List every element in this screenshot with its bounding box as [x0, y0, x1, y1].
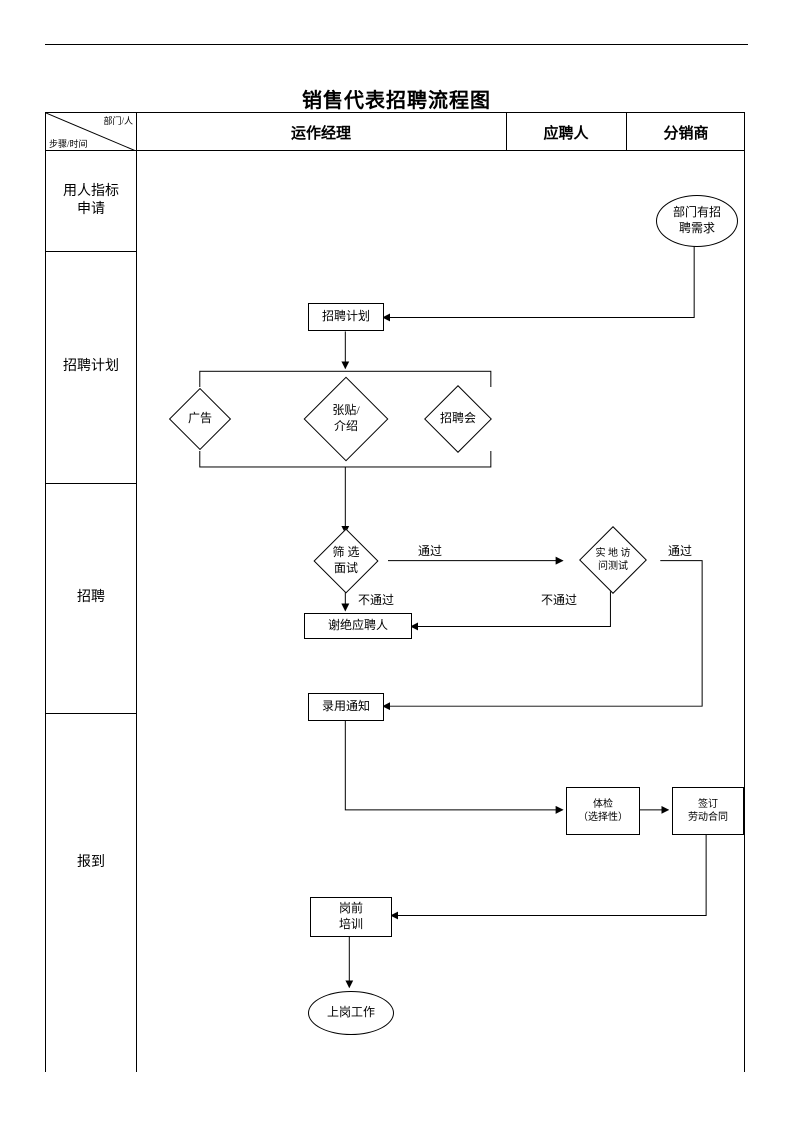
label-fail1: 不通过 — [358, 591, 394, 608]
header-row: 部门/人 步骤/时间 运作经理 应聘人 分销商 — [46, 113, 744, 151]
header-col2: 应聘人 — [506, 113, 626, 151]
node-post: 张贴/介绍 — [298, 375, 394, 463]
header-diagonal: 部门/人 步骤/时间 — [46, 113, 136, 151]
label-pass2: 通过 — [668, 542, 692, 559]
label-pass1: 通过 — [418, 542, 442, 559]
top-rule — [45, 44, 748, 45]
label-fail2: 不通过 — [541, 591, 577, 608]
diag-top-label: 部门/人 — [103, 114, 133, 127]
row-label-4: 报到 — [46, 713, 136, 1013]
swimlane-grid: 部门/人 步骤/时间 运作经理 应聘人 分销商 用人指标申请 招聘计划 招聘 报… — [45, 112, 745, 1072]
page-title: 销售代表招聘流程图 — [45, 84, 748, 113]
flow-canvas: 部门有招聘需求 招聘计划 广告 张贴/介绍 招聘会 筛 选面试 实 地 — [136, 151, 744, 1072]
node-contract: 签订劳动合同 — [672, 787, 744, 835]
node-need: 部门有招聘需求 — [656, 195, 738, 247]
row-label-3: 招聘 — [46, 483, 136, 713]
node-offer: 录用通知 — [308, 693, 384, 721]
node-training: 岗前培训 — [310, 897, 392, 937]
row-label-2: 招聘计划 — [46, 251, 136, 483]
node-fair: 招聘会 — [414, 387, 502, 451]
header-col1: 运作经理 — [136, 113, 506, 151]
node-screen: 筛 选面试 — [304, 531, 388, 591]
node-ad: 广告 — [166, 387, 234, 451]
header-col3: 分销商 — [626, 113, 746, 151]
diag-bottom-label: 步骤/时间 — [49, 137, 88, 150]
row-label-1: 用人指标申请 — [46, 151, 136, 251]
arrows-layer — [136, 151, 744, 1072]
node-reject: 谢绝应聘人 — [304, 613, 412, 639]
node-medical: 体检（选择性） — [566, 787, 640, 835]
node-onsite: 实 地 访问测试 — [566, 529, 660, 591]
node-plan: 招聘计划 — [308, 303, 384, 331]
node-start: 上岗工作 — [308, 991, 394, 1035]
